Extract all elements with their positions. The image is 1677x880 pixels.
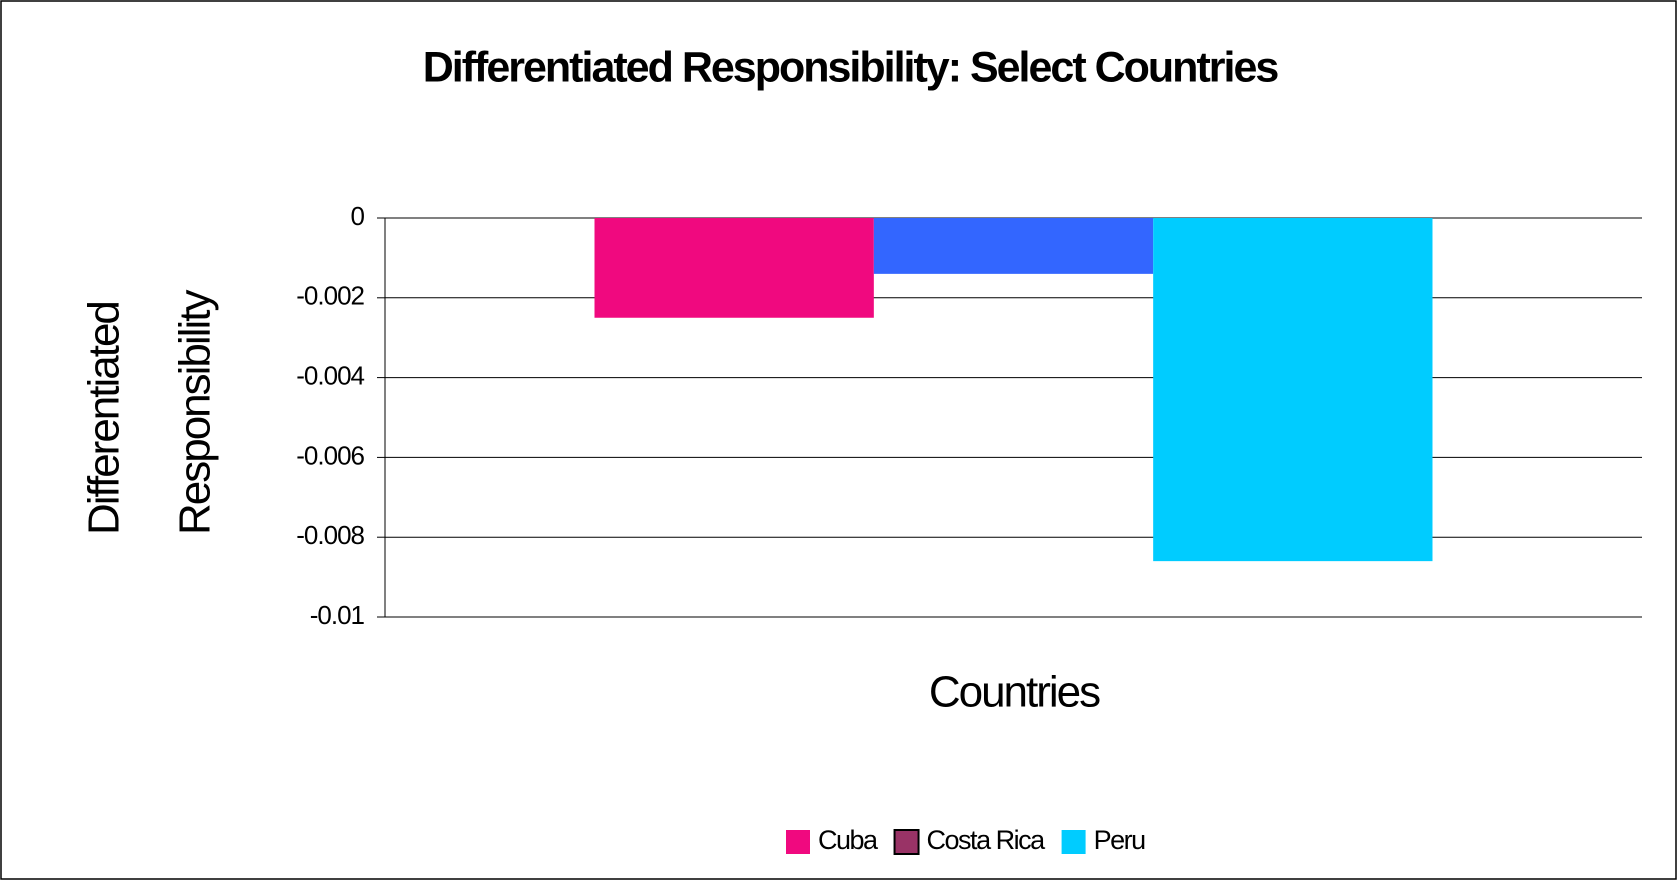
bar <box>873 218 1154 274</box>
legend-label: Cuba <box>818 825 879 855</box>
legend-swatch <box>1061 830 1086 854</box>
y-tick-label: -0.004 <box>296 360 364 390</box>
y-tick-label: -0.006 <box>296 440 364 470</box>
bar <box>594 218 874 318</box>
y-axis-label: Responsibility <box>171 290 220 535</box>
y-tick-label: -0.008 <box>296 520 364 550</box>
y-tick-label: -0.002 <box>296 281 364 311</box>
legend-label: Peru <box>1094 825 1146 855</box>
legend-swatch <box>786 830 810 854</box>
legend-swatch <box>893 829 920 855</box>
bar <box>1153 218 1433 562</box>
y-tick-label: -0.01 <box>310 600 365 630</box>
chart-title: Differentiated Responsibility: Select Co… <box>423 43 1279 91</box>
y-tick-label: 0 <box>351 201 365 231</box>
legend-label: Costa Rica <box>927 825 1047 855</box>
x-axis-label: Countries <box>929 668 1100 717</box>
y-axis-label-group: Differentiated Responsibility <box>80 290 220 535</box>
y-axis-label: Differentiated <box>80 302 129 535</box>
